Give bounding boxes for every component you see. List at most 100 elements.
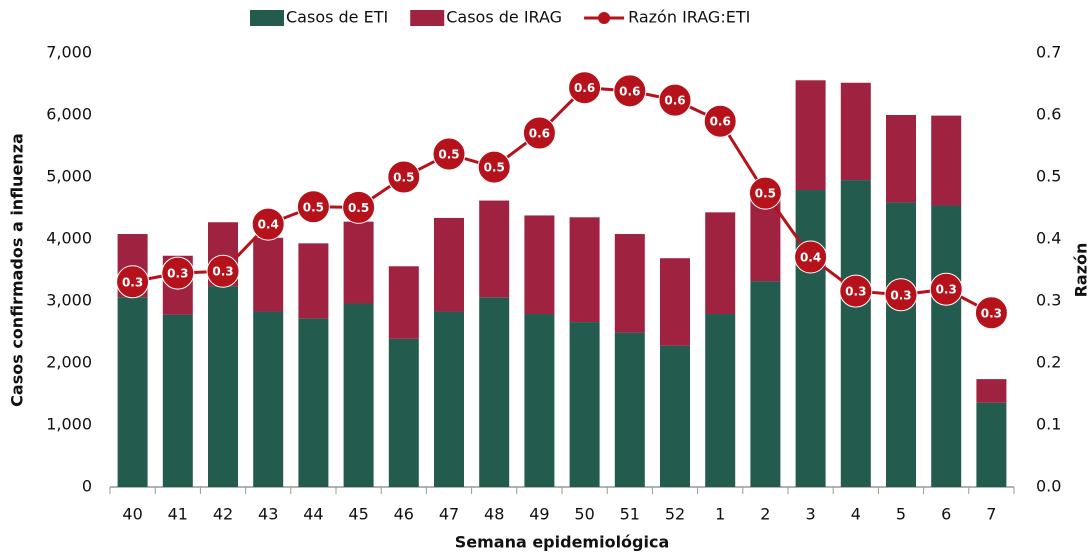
y2-tick-label: 0.6	[1036, 105, 1061, 124]
marker	[251, 207, 285, 241]
marker	[522, 116, 556, 150]
legend-label: Razón IRAG:ETI	[628, 8, 750, 27]
x-tick-label: 44	[303, 505, 323, 524]
x-tick-label: 40	[122, 505, 142, 524]
bar	[750, 281, 781, 487]
data-label: 0.3	[936, 283, 957, 297]
marker	[613, 74, 647, 108]
y2-tick-label: 0.3	[1036, 291, 1061, 310]
marker	[658, 83, 692, 117]
y-tick-label: 1,000	[46, 415, 92, 434]
legend-label: Casos de IRAG	[446, 8, 562, 27]
bar	[931, 115, 962, 206]
bar	[343, 221, 374, 304]
data-label: 0.3	[212, 265, 233, 279]
data-label: 0.4	[258, 218, 279, 232]
y2-tick-label: 0.1	[1036, 415, 1061, 434]
bar	[614, 332, 645, 487]
marker	[296, 190, 330, 224]
data-label: 0.6	[619, 84, 640, 98]
y2-tick-label: 0.7	[1036, 43, 1061, 62]
x-tick-label: 43	[258, 505, 278, 524]
x-tick-label: 1	[715, 505, 725, 524]
marker	[161, 256, 195, 290]
data-label: 0.5	[438, 148, 459, 162]
data-label: 0.6	[664, 94, 685, 108]
y2-axis-title: Razón	[1072, 243, 1091, 298]
x-tick-label: 4	[851, 505, 861, 524]
y-axis-title: Casos confirmados a influenza	[8, 133, 27, 407]
bar	[524, 215, 555, 315]
bar	[886, 115, 916, 203]
data-label: 0.5	[303, 200, 324, 214]
marker	[432, 137, 466, 171]
data-label: 0.6	[529, 126, 550, 140]
bar	[388, 266, 419, 339]
x-tick-label: 2	[760, 505, 770, 524]
bar	[750, 198, 781, 282]
bar	[660, 258, 690, 346]
data-label: 0.3	[890, 288, 911, 302]
bar	[614, 234, 645, 333]
data-label: 0.3	[845, 285, 866, 299]
bar	[524, 314, 555, 487]
marker	[748, 176, 782, 210]
bar	[976, 379, 1007, 403]
bar	[343, 303, 374, 487]
x-tick-label: 49	[529, 505, 549, 524]
data-label: 0.4	[800, 250, 821, 264]
data-label: 0.3	[122, 275, 143, 289]
bar	[569, 322, 600, 487]
data-label: 0.5	[348, 201, 369, 215]
y-tick-label: 7,000	[46, 43, 92, 62]
legend-label: Casos de ETI	[286, 8, 388, 27]
data-label: 0.3	[167, 267, 188, 281]
marker	[342, 190, 376, 224]
y-tick-label: 3,000	[46, 291, 92, 310]
x-tick-label: 6	[941, 505, 951, 524]
y2-tick-label: 0.2	[1036, 353, 1061, 372]
bar	[253, 311, 284, 487]
y-tick-label: 5,000	[46, 167, 92, 186]
x-tick-label: 48	[484, 505, 504, 524]
marker	[387, 160, 421, 194]
bar	[253, 237, 284, 312]
bar	[479, 297, 510, 487]
bar	[434, 217, 464, 312]
y2-tick-label: 0.0	[1036, 477, 1061, 496]
bar	[705, 314, 736, 487]
bar	[298, 243, 329, 319]
x-tick-label: 5	[896, 505, 906, 524]
data-label: 0.5	[393, 171, 414, 185]
x-tick-label: 42	[213, 505, 233, 524]
bar	[795, 80, 826, 191]
bar	[388, 338, 419, 487]
bar	[434, 311, 464, 487]
bar	[162, 314, 193, 487]
y-tick-label: 0	[82, 477, 92, 496]
bar	[660, 345, 690, 487]
bar	[976, 402, 1007, 487]
bar	[298, 318, 329, 487]
bar	[569, 217, 600, 323]
bar	[886, 202, 916, 488]
x-tick-label: 51	[620, 505, 640, 524]
x-tick-label: 50	[574, 505, 594, 524]
marker	[929, 272, 963, 306]
y-tick-label: 2,000	[46, 353, 92, 372]
legend-swatch	[598, 12, 611, 24]
x-tick-label: 46	[394, 505, 414, 524]
data-label: 0.5	[755, 187, 776, 201]
bar	[931, 205, 962, 487]
data-label: 0.3	[981, 306, 1002, 320]
marker	[477, 150, 511, 184]
marker	[839, 274, 873, 308]
data-label: 0.5	[484, 161, 505, 175]
x-tick-label: 3	[806, 505, 816, 524]
bar	[705, 212, 736, 315]
y2-tick-label: 0.5	[1036, 167, 1061, 186]
marker	[116, 265, 150, 299]
data-label: 0.6	[574, 81, 595, 95]
y2-tick-label: 0.4	[1036, 229, 1061, 248]
